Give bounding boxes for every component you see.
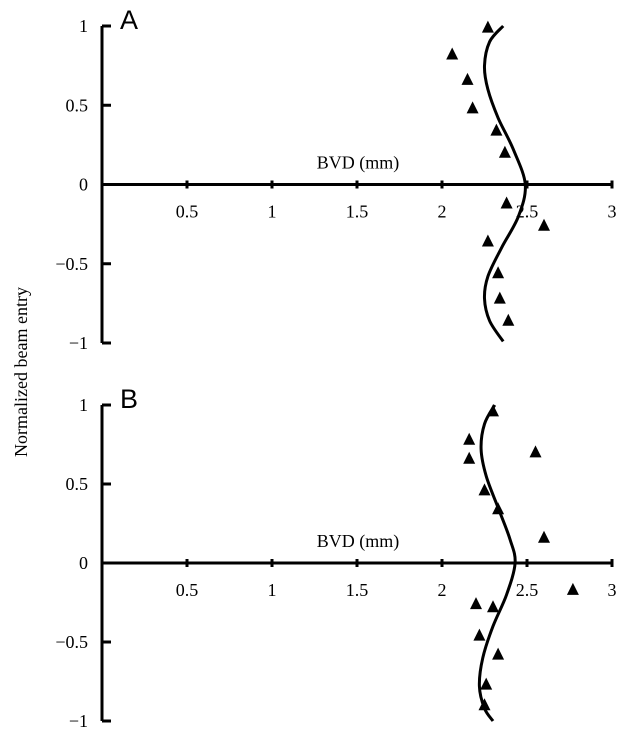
data-point-triangle [463, 432, 476, 445]
data-point-triangle [529, 445, 542, 458]
y-tick-label: −0.5 [55, 254, 88, 274]
data-point-triangle [490, 123, 503, 136]
data-point-triangle [492, 502, 505, 515]
y-tick-label: −1 [69, 333, 88, 353]
data-point-triangle [566, 582, 579, 595]
data-point-triangle [466, 101, 479, 114]
data-point-triangle [480, 677, 493, 690]
x-axis-title: BVD (mm) [317, 531, 400, 552]
data-point-triangle [473, 628, 486, 641]
y-tick-label: −0.5 [55, 632, 88, 652]
data-point-triangle [446, 47, 459, 60]
data-point-triangle [538, 218, 550, 231]
x-axis-title: BVD (mm) [317, 153, 400, 174]
data-point-triangle [502, 313, 515, 326]
x-tick-label: 0.5 [176, 202, 199, 222]
data-point-triangle [487, 600, 499, 613]
x-tick-label: 2 [438, 202, 447, 222]
data-point-triangle [492, 266, 505, 279]
y-tick-label: 1 [79, 16, 88, 36]
x-tick-label: 1 [268, 202, 277, 222]
y-tick-label: 0 [79, 553, 88, 573]
data-point-triangle [478, 483, 491, 496]
x-tick-label: 1.5 [346, 202, 369, 222]
y-tick-label: 0.5 [66, 95, 89, 115]
data-point-triangle [500, 196, 513, 209]
x-tick-label: 0.5 [176, 580, 199, 600]
fit-curve [477, 404, 517, 722]
data-point-triangle [481, 234, 494, 247]
y-tick-label: 0 [79, 175, 88, 195]
panel-letter: B [120, 384, 138, 414]
data-point-triangle [463, 451, 476, 464]
y-axis-title: Normalized beam entry [11, 287, 31, 457]
panel-b: 1 0.5 0 −0.5 −1 0.5 1 1.5 2 2.5 3 BVD (mm) B [55, 384, 616, 729]
data-point-triangle [492, 647, 505, 660]
x-tick-label: 2.5 [516, 580, 539, 600]
y-tick-label: −1 [69, 711, 88, 729]
x-tick-label: 3 [608, 202, 617, 222]
data-point-triangle [487, 404, 499, 417]
x-tick-label: 2 [438, 580, 447, 600]
y-tick-label: 1 [79, 395, 88, 415]
panel-letter: A [120, 5, 138, 35]
data-point-triangle [470, 597, 482, 610]
x-tick-label: 1 [268, 580, 277, 600]
data-point-triangle [461, 72, 474, 85]
fit-curve [482, 24, 527, 343]
data-point-triangle [493, 291, 506, 304]
y-tick-label: 0.5 [66, 474, 89, 494]
data-point-triangle [481, 20, 494, 33]
data-point-triangle [478, 698, 491, 711]
x-tick-label: 3 [608, 580, 617, 600]
data-point-triangle [498, 145, 511, 158]
x-tick-label: 1.5 [346, 580, 369, 600]
data-point-triangle [538, 530, 550, 543]
